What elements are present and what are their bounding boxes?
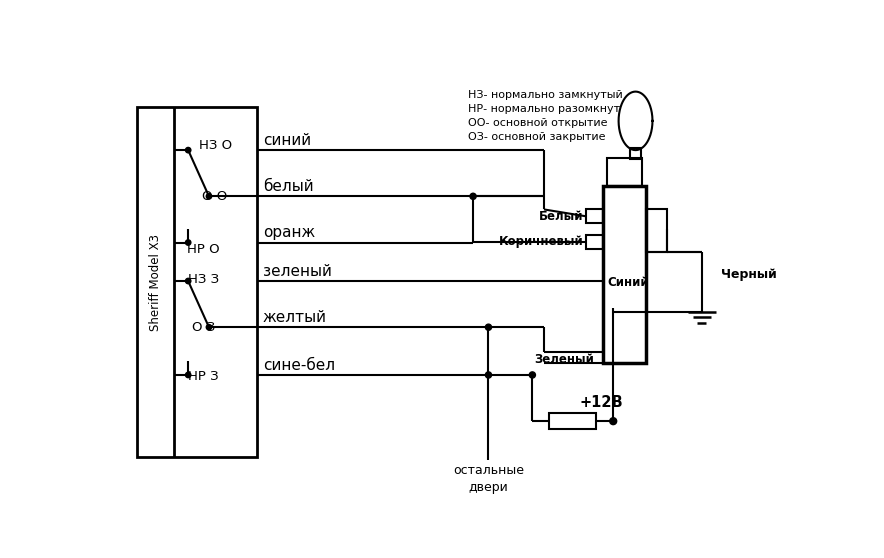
Text: Черный: Черный (721, 268, 777, 281)
Text: зеленый: зеленый (263, 264, 332, 278)
Circle shape (485, 372, 492, 378)
Circle shape (186, 240, 191, 245)
Circle shape (470, 193, 476, 199)
Bar (607, 158, 642, 186)
Circle shape (186, 372, 191, 378)
Text: Зеленый: Зеленый (534, 353, 594, 366)
Text: белый: белый (263, 179, 314, 194)
Text: синий: синий (263, 133, 311, 148)
Text: О О: О О (202, 190, 228, 203)
Text: НЗ З: НЗ З (188, 273, 219, 286)
Circle shape (610, 418, 617, 425)
Circle shape (186, 147, 191, 153)
Circle shape (206, 194, 211, 199)
Text: НР З: НР З (188, 369, 219, 383)
Text: Коричневый: Коричневый (499, 235, 583, 248)
Circle shape (186, 278, 191, 283)
Text: НР О: НР О (187, 243, 220, 256)
Circle shape (485, 324, 492, 330)
Bar (137, 107, 256, 458)
Text: НЗ- нормально замкнутый
НР- нормально разомкнут
ОО- основной открытие
ОЗ- основн: НЗ- нормально замкнутый НР- нормально ра… (469, 90, 623, 142)
Text: желтый: желтый (263, 310, 327, 325)
Bar (549, 413, 596, 429)
Text: остальные
двери: остальные двери (453, 464, 524, 493)
Bar (586, 235, 603, 249)
Text: оранж: оранж (263, 225, 315, 240)
Bar (586, 209, 603, 223)
Bar (630, 148, 641, 158)
Text: О З: О З (192, 321, 215, 334)
Bar (645, 209, 667, 252)
Text: Sheriff Model X3: Sheriff Model X3 (149, 234, 163, 331)
Text: +12В: +12В (580, 396, 623, 410)
Text: НЗ О: НЗ О (199, 138, 232, 152)
Bar (603, 186, 645, 363)
Text: Белый: Белый (538, 210, 583, 223)
Circle shape (206, 325, 211, 330)
Circle shape (530, 372, 536, 378)
Text: Синий: Синий (607, 276, 649, 289)
Text: сине-бел: сине-бел (263, 358, 335, 373)
